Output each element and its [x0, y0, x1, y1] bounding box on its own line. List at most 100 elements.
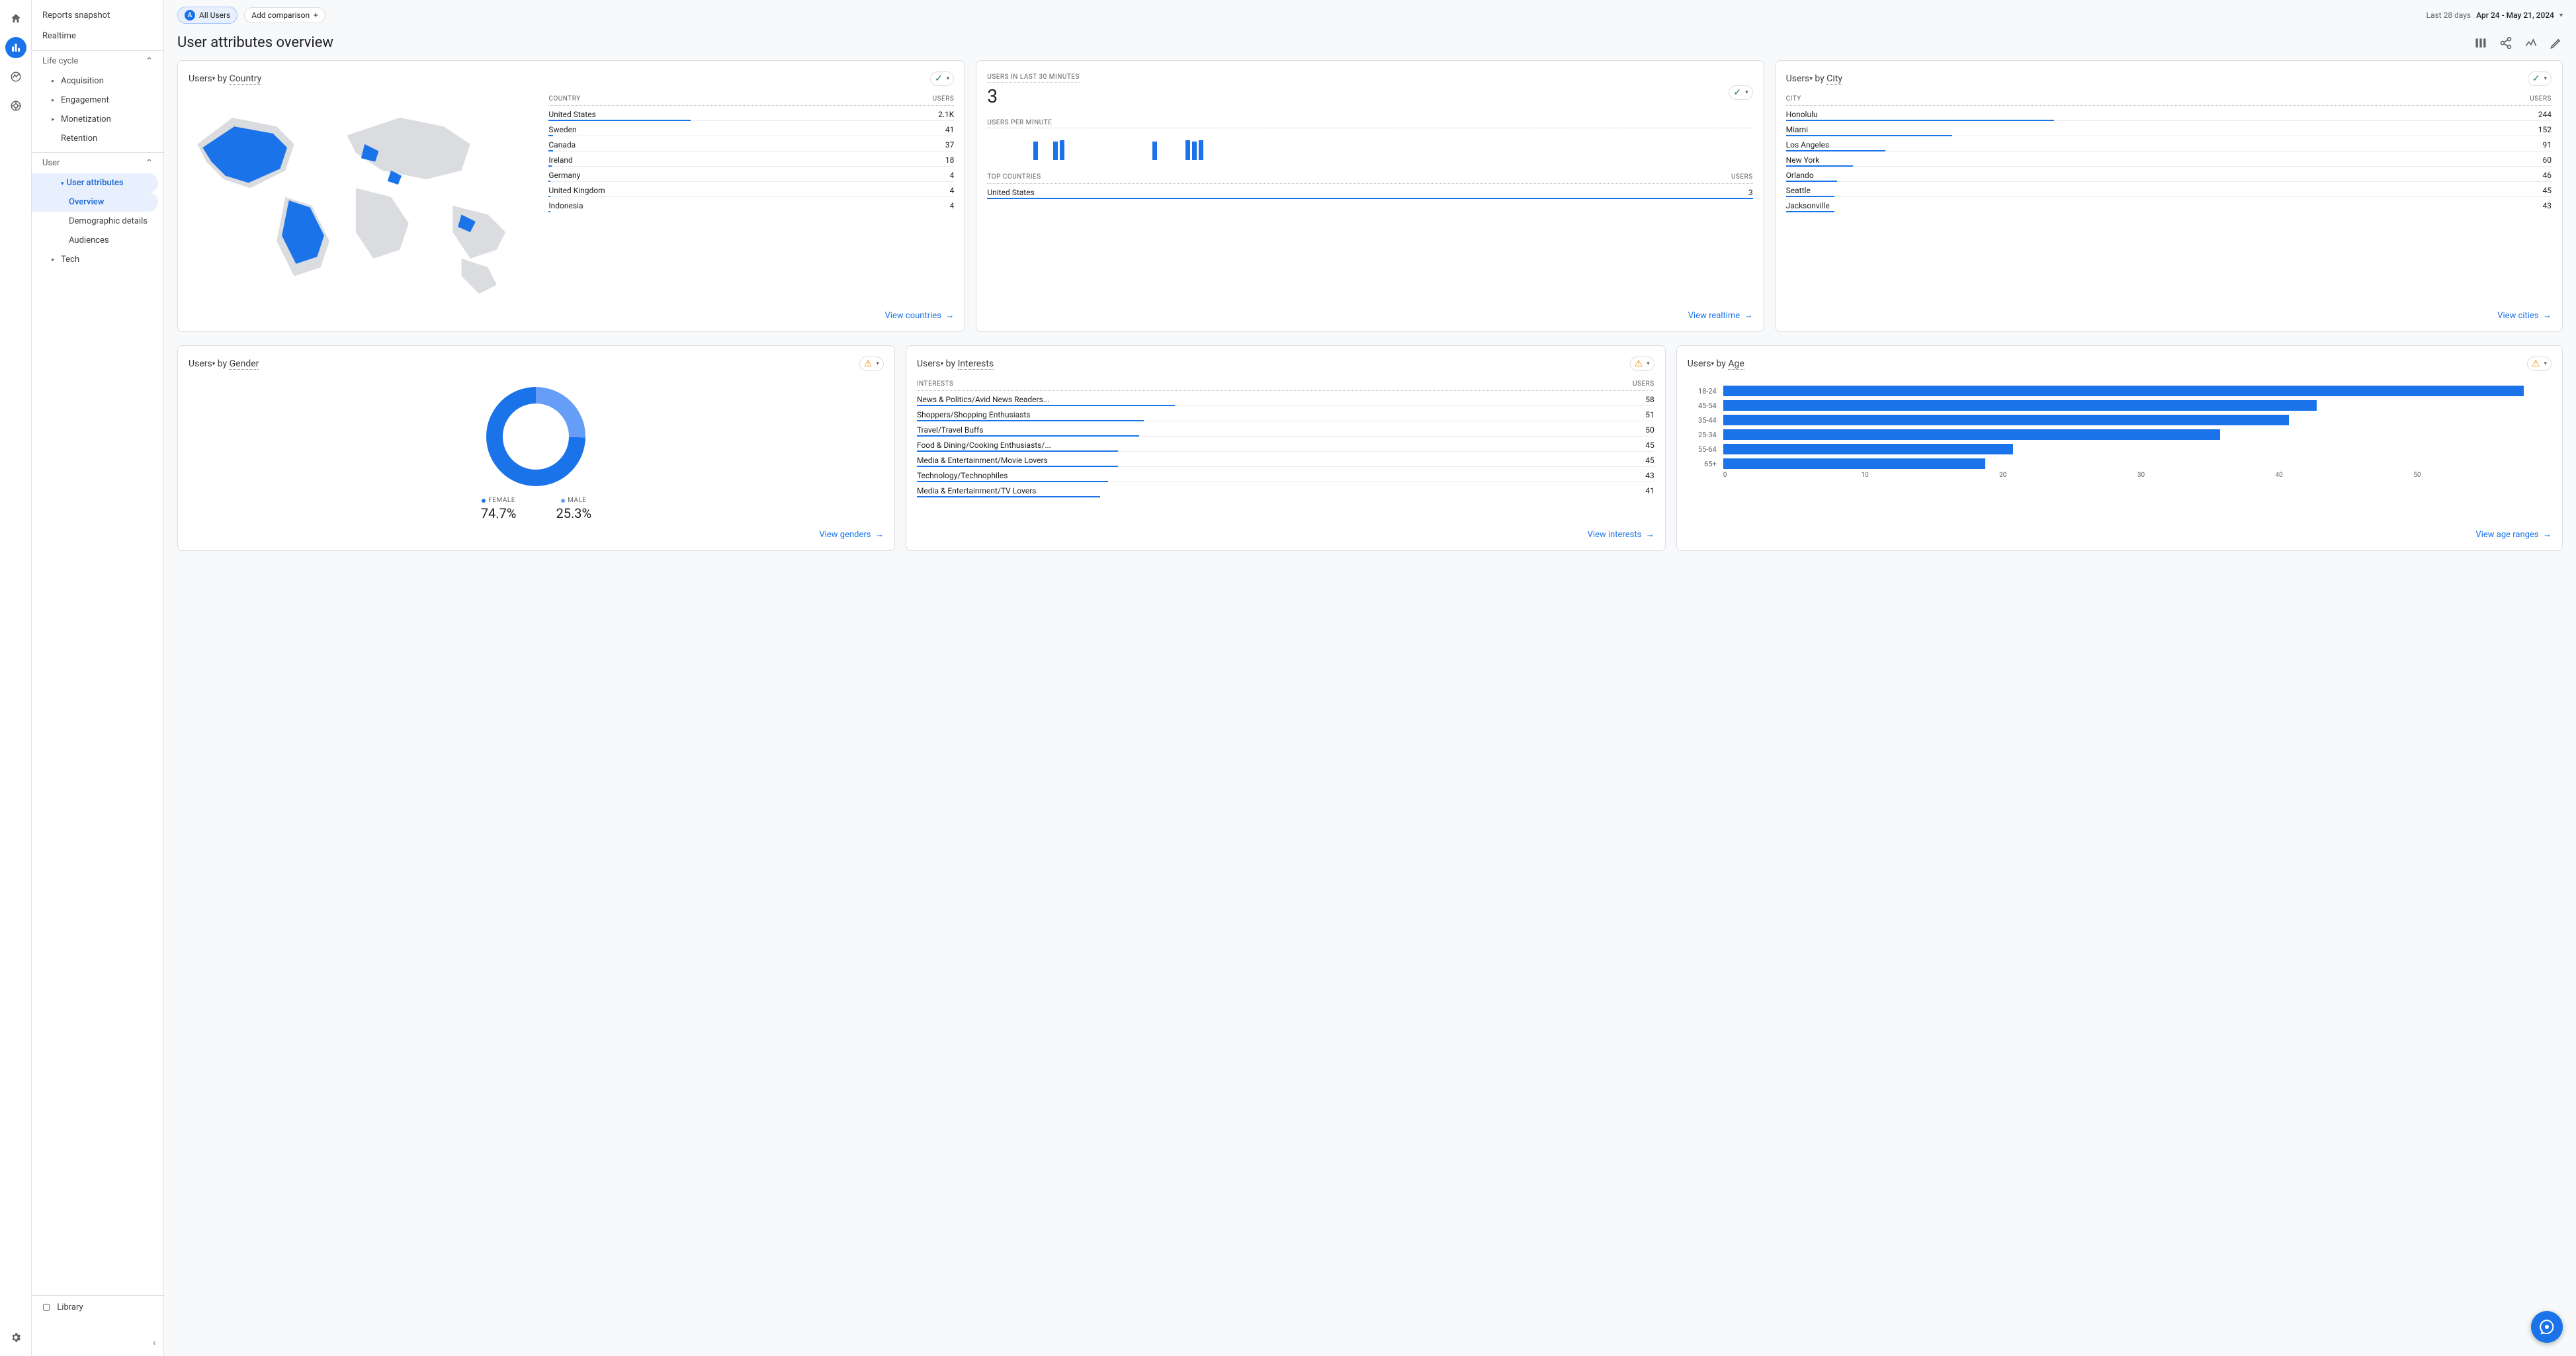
nav-realtime[interactable]: Realtime	[32, 26, 163, 46]
settings-icon[interactable]	[5, 1327, 26, 1348]
warning-icon: ⚠	[2532, 359, 2540, 369]
interests-card-title[interactable]: Users▾ by Interests	[917, 359, 994, 369]
table-row[interactable]: Germany4	[548, 167, 954, 182]
check-icon: ✓	[2532, 73, 2540, 84]
warning-icon: ⚠	[1635, 359, 1643, 369]
date-range-picker[interactable]: Last 28 days Apr 24 - May 21, 2024 ▾	[2426, 11, 2563, 20]
advertising-icon[interactable]	[5, 95, 26, 116]
gender-card-title[interactable]: Users▾ by Gender	[189, 359, 259, 369]
age-status-pill[interactable]: ⚠▾	[2527, 357, 2552, 371]
table-row[interactable]: Sweden41	[548, 121, 954, 136]
table-row[interactable]: Canada37	[548, 136, 954, 151]
edit-icon[interactable]	[2550, 36, 2563, 50]
date-value: Apr 24 - May 21, 2024	[2476, 11, 2554, 20]
date-prefix: Last 28 days	[2426, 11, 2471, 20]
table-row[interactable]: Shoppers/Shopping Enthusiasts51	[917, 406, 1654, 421]
table-row[interactable]: Media & Entertainment/Movie Lovers45	[917, 452, 1654, 467]
nav-engagement[interactable]: ▸Engagement	[32, 91, 163, 110]
chevron-down-icon: ▾	[2542, 360, 2548, 367]
col-users: USERS	[2530, 95, 2552, 103]
assistant-fab[interactable]	[2531, 1311, 2563, 1343]
realtime-label: USERS IN LAST 30 MINUTES	[987, 73, 1080, 83]
table-row[interactable]: Travel/Travel Buffs50	[917, 421, 1654, 437]
nav-demographic[interactable]: Demographic details	[32, 212, 158, 231]
nav-acquisition[interactable]: ▸Acquisition	[32, 71, 163, 91]
table-row[interactable]: Indonesia4	[548, 197, 954, 212]
check-icon: ✓	[1733, 87, 1741, 98]
age-bar-chart: 18-2445-5435-4425-3455-6465+	[1688, 386, 2552, 469]
nav-library[interactable]: ▢Library	[32, 1295, 163, 1319]
table-row[interactable]: Technology/Technophiles43	[917, 467, 1654, 482]
view-realtime-link[interactable]: View realtime →	[1688, 311, 1753, 321]
col-users: USERS	[933, 95, 955, 103]
page-header: User attributes overview	[164, 30, 2576, 60]
chevron-down-icon: ▾	[945, 75, 951, 82]
view-cities-link[interactable]: View cities →	[2497, 311, 2552, 321]
table-row[interactable]: New York60	[1786, 151, 2552, 167]
table-row[interactable]: Honolulu244	[1786, 106, 2552, 121]
table-row[interactable]: Seattle45	[1786, 182, 2552, 197]
caret-right-icon: ▸	[52, 116, 58, 123]
nav-user-attributes[interactable]: ▾User attributes	[32, 173, 158, 192]
world-map	[189, 91, 540, 302]
table-row[interactable]: Miami152	[1786, 121, 2552, 136]
interests-status-pill[interactable]: ⚠▾	[1630, 357, 1654, 371]
table-row[interactable]: United Kingdom4	[548, 182, 954, 197]
view-genders-link[interactable]: View genders →	[819, 530, 884, 540]
age-bar-row: 18-24	[1688, 386, 2552, 396]
nav-section-user[interactable]: User⌃	[32, 152, 163, 173]
table-row[interactable]: News & Politics/Avid News Readers...58	[917, 391, 1654, 406]
caret-right-icon: ▸	[52, 78, 58, 85]
gender-card: Users▾ by Gender ⚠▾ FEMALE74.7% MALE25.3…	[177, 345, 895, 551]
chevron-down-icon: ▾	[212, 75, 216, 82]
female-value: 74.7%	[481, 505, 517, 521]
table-row[interactable]: Media & Entertainment/TV Lovers41	[917, 482, 1654, 497]
col-top-countries: TOP COUNTRIES	[987, 173, 1041, 181]
table-row[interactable]: Jacksonville43	[1786, 197, 2552, 212]
header-actions	[2474, 36, 2563, 50]
nav-retention[interactable]: Retention	[32, 129, 163, 148]
view-interests-link[interactable]: View interests →	[1588, 530, 1654, 540]
view-age-link[interactable]: View age ranges →	[2475, 530, 2552, 540]
interests-card: Users▾ by Interests ⚠▾ INTERESTSUSERS Ne…	[906, 345, 1666, 551]
nav-reports-snapshot[interactable]: Reports snapshot	[32, 5, 163, 26]
table-row[interactable]: Orlando46	[1786, 167, 2552, 182]
compare-icon[interactable]	[2474, 36, 2487, 50]
realtime-card: USERS IN LAST 30 MINUTES 3 ✓▾ USERS PER …	[976, 60, 1764, 332]
view-countries-link[interactable]: View countries →	[885, 311, 955, 321]
city-card-title[interactable]: Users▾ by City	[1786, 73, 1842, 84]
chevron-down-icon: ▾	[875, 360, 880, 367]
table-row[interactable]: Los Angeles91	[1786, 136, 2552, 151]
nav-overview[interactable]: Overview	[32, 192, 158, 212]
add-comparison-chip[interactable]: Add comparison+	[244, 7, 325, 23]
reports-icon[interactable]	[5, 37, 26, 58]
insights-icon[interactable]	[2524, 36, 2538, 50]
nav-tech[interactable]: ▸Tech	[32, 250, 163, 269]
nav-audiences[interactable]: Audiences	[32, 231, 158, 250]
table-row[interactable]: Ireland18	[548, 151, 954, 167]
segment-badge: A	[185, 10, 195, 21]
nav-sidebar: Reports snapshot Realtime Life cycle⌃ ▸A…	[32, 0, 164, 1356]
country-status-pill[interactable]: ✓▾	[930, 71, 954, 86]
age-card: Users▾ by Age ⚠▾ 18-2445-5435-4425-3455-…	[1676, 345, 2563, 551]
caret-right-icon: ▸	[52, 257, 58, 263]
chevron-down-icon: ▾	[1645, 360, 1651, 367]
collapse-nav-icon[interactable]: ‹	[153, 1338, 155, 1348]
age-bar-row: 65+	[1688, 458, 2552, 469]
explore-icon[interactable]	[5, 66, 26, 87]
age-card-title[interactable]: Users▾ by Age	[1688, 359, 1744, 369]
nav-section-lifecycle[interactable]: Life cycle⌃	[32, 50, 163, 71]
share-icon[interactable]	[2499, 36, 2512, 50]
country-card-title[interactable]: Users▾ by Country	[189, 73, 261, 84]
table-row[interactable]: United States2.1K	[548, 106, 954, 121]
nav-monetization[interactable]: ▸Monetization	[32, 110, 163, 129]
topbar: AAll Users Add comparison+ Last 28 days …	[164, 0, 2576, 30]
home-icon[interactable]	[5, 8, 26, 29]
city-status-pill[interactable]: ✓▾	[2528, 71, 2552, 86]
gender-status-pill[interactable]: ⚠▾	[859, 357, 884, 371]
segment-chip[interactable]: AAll Users	[177, 7, 237, 24]
table-row[interactable]: United States3	[987, 184, 1752, 198]
table-row[interactable]: Food & Dining/Cooking Enthusiasts/...45	[917, 437, 1654, 452]
realtime-status-pill[interactable]: ✓▾	[1729, 85, 1752, 100]
chevron-down-icon: ▾	[2559, 12, 2563, 19]
